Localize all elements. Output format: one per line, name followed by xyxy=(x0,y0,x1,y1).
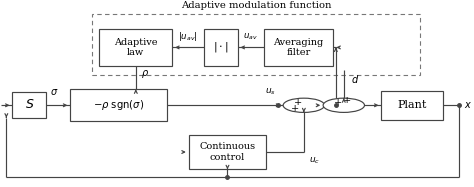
Bar xyxy=(12,92,46,118)
Bar xyxy=(100,29,172,66)
Text: +: + xyxy=(334,98,342,107)
Bar xyxy=(382,91,443,119)
Text: +: + xyxy=(343,96,351,105)
Ellipse shape xyxy=(283,98,325,112)
Bar xyxy=(70,89,166,121)
Text: $|\cdot|$: $|\cdot|$ xyxy=(213,40,228,54)
Text: $\sigma$: $\sigma$ xyxy=(50,88,58,97)
Text: $-\rho\ \mathrm{sgn}(\sigma)$: $-\rho\ \mathrm{sgn}(\sigma)$ xyxy=(93,98,144,112)
Text: $d$: $d$ xyxy=(351,73,359,85)
Text: +: + xyxy=(291,104,300,113)
Text: Averaging
filter: Averaging filter xyxy=(273,38,324,57)
Text: $\rho$: $\rho$ xyxy=(141,68,149,80)
Text: Continuous
control: Continuous control xyxy=(200,142,255,162)
Text: +: + xyxy=(294,98,302,107)
Ellipse shape xyxy=(323,98,365,112)
Bar xyxy=(264,29,334,66)
Text: $u_c$: $u_c$ xyxy=(309,156,319,166)
Text: $u_s$: $u_s$ xyxy=(265,87,276,97)
Bar xyxy=(189,135,266,169)
Text: Plant: Plant xyxy=(397,100,427,110)
Text: Adaptive modulation function: Adaptive modulation function xyxy=(181,1,332,10)
Text: $S$: $S$ xyxy=(25,98,34,111)
Bar xyxy=(204,29,237,66)
Text: Adaptive
law: Adaptive law xyxy=(114,38,157,57)
Text: $|u_{av}|$: $|u_{av}|$ xyxy=(178,30,198,42)
Text: $u_{av}$: $u_{av}$ xyxy=(243,32,258,42)
Text: $x$: $x$ xyxy=(464,100,472,110)
Bar xyxy=(92,14,420,75)
